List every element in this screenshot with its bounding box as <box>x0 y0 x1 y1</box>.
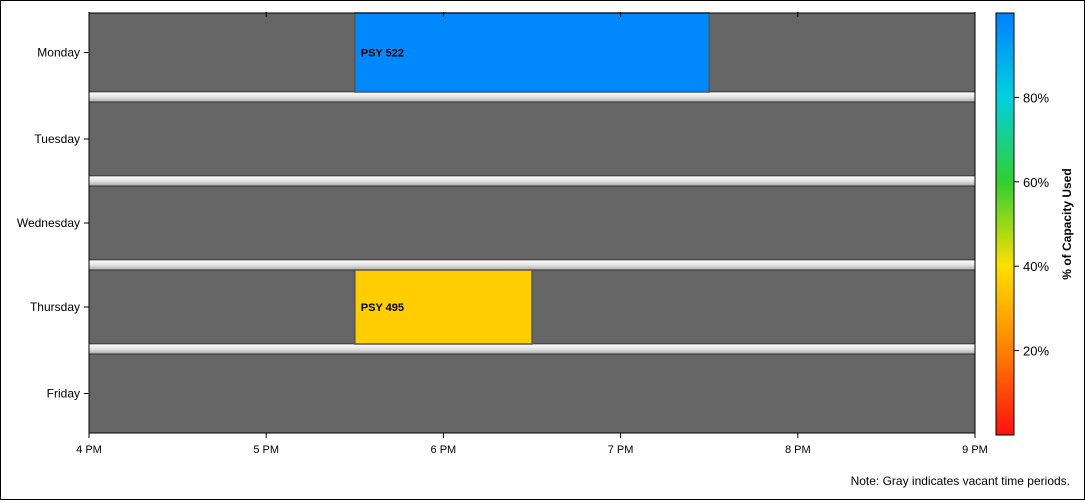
colorbar <box>995 12 1015 436</box>
row-separator-2 <box>88 175 976 187</box>
course-label-0: PSY 522 <box>361 48 404 60</box>
y-tick-label-tuesday: Tuesday <box>34 132 80 146</box>
plot-border <box>88 12 976 434</box>
colorbar-tick-label-3: 80% <box>1023 90 1049 105</box>
row-vacant-wednesday <box>88 185 976 261</box>
y-tick-label-thursday: Thursday <box>30 300 80 314</box>
x-tick-label-2: 6 PM <box>431 444 457 456</box>
row-separator-3 <box>88 259 976 271</box>
y-tick-label-friday: Friday <box>47 387 80 401</box>
row-separator-1 <box>88 91 976 103</box>
course-label-1: PSY 495 <box>361 302 404 314</box>
colorbar-label: % of Capacity Used <box>1060 168 1074 279</box>
x-tick-label-5: 9 PM <box>962 444 988 456</box>
colorbar-tick-label-2: 60% <box>1023 175 1049 190</box>
y-tick-label-wednesday: Wednesday <box>17 216 80 230</box>
y-tick-label-monday: Monday <box>37 46 80 60</box>
row-vacant-friday <box>88 353 976 434</box>
x-tick-label-0: 4 PM <box>76 444 102 456</box>
course-bar-0 <box>354 12 710 93</box>
x-tick-label-4: 8 PM <box>785 444 811 456</box>
row-separator-4 <box>88 343 976 355</box>
x-tick-label-3: 7 PM <box>608 444 634 456</box>
x-tick-label-1: 5 PM <box>253 444 279 456</box>
colorbar-tick-label-0: 20% <box>1023 344 1049 359</box>
vacancy-note: Note: Gray indicates vacant time periods… <box>850 474 1070 488</box>
row-vacant-tuesday <box>88 101 976 177</box>
colorbar-tick-label-1: 40% <box>1023 259 1049 274</box>
course-bar-1 <box>354 269 533 345</box>
